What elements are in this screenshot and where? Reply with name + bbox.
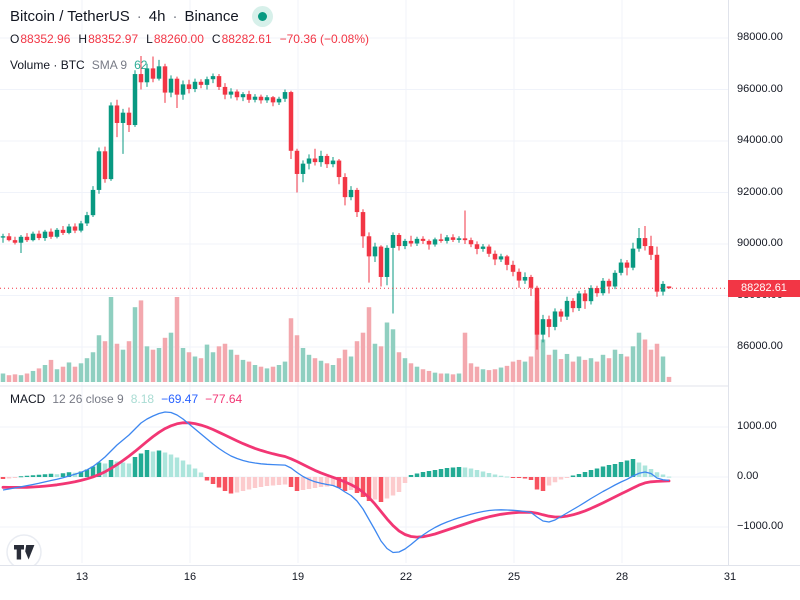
- exchange-label[interactable]: Binance: [184, 8, 239, 25]
- volume-series: [0, 297, 672, 382]
- high-label: H: [78, 32, 88, 46]
- open-value: 88352.96: [20, 32, 71, 46]
- price-axis-label: 96000.00: [737, 82, 783, 95]
- macd-legend[interactable]: MACD 12 26 close 9 8.18 −69.47 −77.64: [10, 392, 242, 406]
- symbol-title[interactable]: Bitcoin / TetherUS: [10, 8, 130, 25]
- price-axis-label: 90000.00: [737, 237, 783, 249]
- low-label: L: [146, 32, 153, 46]
- tradingview-logo[interactable]: [6, 534, 42, 570]
- market-open-dot: [257, 12, 267, 21]
- low-value: 88260.00: [153, 32, 204, 46]
- change-value: −70.36 (−0.08%): [279, 32, 370, 46]
- close-value: 88282.61: [221, 32, 272, 46]
- time-axis-label: 31: [723, 571, 737, 583]
- open-label: O: [10, 32, 20, 46]
- volume-label: Volume · BTC: [10, 58, 85, 72]
- close-label: C: [211, 32, 221, 46]
- macd-axis-label: 1000.00: [737, 420, 777, 432]
- market-status-indicator[interactable]: [251, 6, 273, 27]
- separator-dot: ·: [136, 8, 142, 25]
- volume-legend[interactable]: Volume · BTC SMA 9 62: [10, 58, 147, 72]
- last-price-badge: 88282.61: [728, 279, 800, 297]
- time-axis-label: 13: [75, 571, 89, 583]
- macd-axis-label: 0.00: [737, 470, 759, 482]
- volume-sma-label: SMA 9: [91, 58, 128, 72]
- macd-signal-value: −77.64: [205, 392, 243, 406]
- macd-label: MACD: [10, 392, 46, 406]
- interval-label[interactable]: 4h: [148, 8, 166, 25]
- price-axis-label: 92000.00: [737, 185, 783, 198]
- price-axis-label: 86000.00: [737, 340, 783, 352]
- high-value: 88352.97: [88, 32, 139, 46]
- time-axis-label: 25: [507, 571, 521, 583]
- price-axis-label: 94000.00: [737, 134, 783, 146]
- ohlc-readout: O 88352.96 H 88352.97 L 88260.00 C 88282.61 …: [10, 32, 369, 46]
- macd-signal-line[interactable]: [1, 421, 671, 539]
- time-axis-label: 22: [399, 571, 413, 583]
- macd-hist-value: 8.18: [130, 392, 155, 406]
- macd-histogram: [0, 450, 672, 502]
- macd-params: 12 26 close 9: [52, 392, 124, 406]
- macd-axis-label: −1000.00: [737, 520, 784, 532]
- macd-line-value: −69.47: [161, 392, 199, 406]
- time-axis-label: 16: [183, 571, 197, 583]
- separator-dot: ·: [172, 8, 178, 25]
- candle-series: [0, 56, 672, 350]
- symbol-header[interactable]: Bitcoin / TetherUS · 4h · Binance: [10, 6, 273, 27]
- macd-line[interactable]: [2, 411, 670, 554]
- volume-value: 62: [134, 58, 148, 72]
- time-axis[interactable]: [0, 565, 800, 600]
- time-axis-label: 19: [291, 571, 305, 583]
- price-axis-label: 98000.00: [737, 31, 783, 43]
- time-axis-label: 28: [615, 571, 629, 583]
